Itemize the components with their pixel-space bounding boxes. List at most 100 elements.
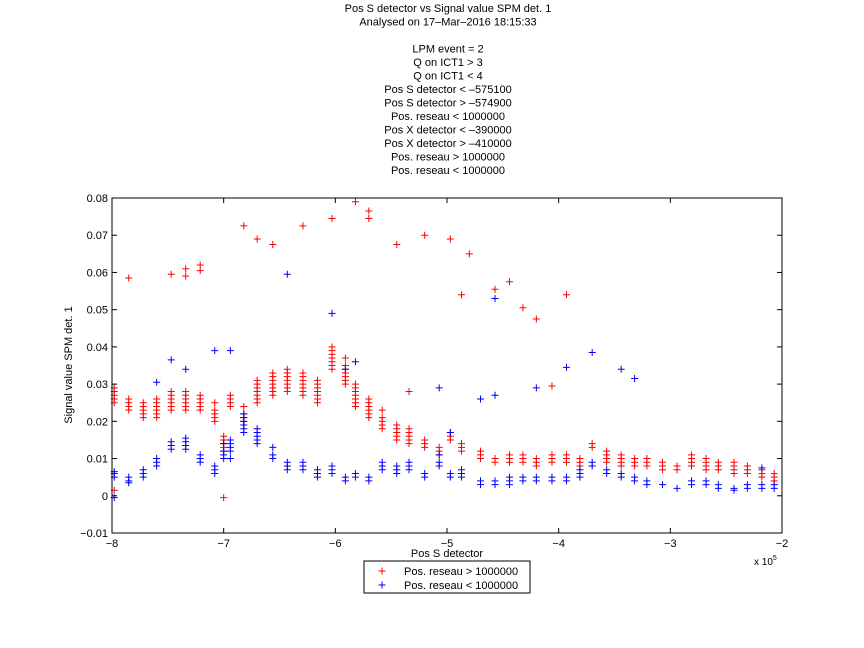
data-point bbox=[328, 469, 336, 477]
data-point bbox=[393, 469, 401, 477]
data-point bbox=[196, 458, 204, 466]
data-point bbox=[477, 455, 484, 463]
title-line: Pos S detector vs Signal value SPM det. … bbox=[345, 3, 552, 15]
x-tick-label: −2 bbox=[776, 538, 789, 550]
data-point bbox=[506, 278, 514, 286]
data-point bbox=[477, 481, 484, 489]
title-line: Pos. reseau < 1000000 bbox=[391, 111, 505, 123]
data-point bbox=[730, 469, 738, 477]
data-point bbox=[458, 291, 466, 299]
data-point bbox=[269, 241, 277, 249]
data-point bbox=[770, 484, 778, 492]
data-point bbox=[125, 274, 133, 282]
data-point bbox=[631, 375, 639, 383]
data-point bbox=[446, 473, 454, 481]
x-tick-label: −6 bbox=[329, 538, 342, 550]
y-tick-label: 0.08 bbox=[87, 193, 108, 205]
data-point bbox=[269, 455, 277, 463]
data-point bbox=[351, 473, 359, 481]
data-point bbox=[506, 458, 514, 466]
data-point bbox=[167, 406, 175, 414]
data-point bbox=[211, 469, 219, 477]
title-line: LPM event = 2 bbox=[412, 44, 483, 56]
data-point bbox=[153, 462, 161, 470]
data-point bbox=[226, 402, 234, 410]
data-point bbox=[743, 484, 751, 492]
data-point bbox=[659, 481, 667, 489]
data-point bbox=[240, 222, 248, 230]
chart-title: Pos S detector vs Signal value SPM det. … bbox=[345, 3, 552, 177]
title-line: Q on ICT1 < 4 bbox=[413, 71, 482, 83]
title-line: Pos S detector < –575100 bbox=[384, 84, 512, 96]
y-tick-label: 0.02 bbox=[87, 416, 108, 428]
data-point bbox=[446, 429, 454, 436]
data-point bbox=[603, 458, 611, 466]
data-point bbox=[491, 295, 499, 302]
data-point bbox=[491, 481, 499, 489]
data-point bbox=[351, 358, 359, 366]
data-point bbox=[758, 464, 766, 472]
scatter-marks bbox=[110, 198, 778, 502]
data-point bbox=[617, 473, 625, 481]
data-point bbox=[220, 494, 228, 502]
data-point bbox=[548, 382, 556, 390]
data-point bbox=[139, 414, 147, 422]
data-point bbox=[532, 462, 540, 470]
data-point bbox=[519, 458, 527, 466]
data-point bbox=[283, 466, 291, 474]
y-tick-label: −0.01 bbox=[80, 528, 108, 540]
title-line: Pos S detector > –574900 bbox=[384, 98, 512, 110]
data-point bbox=[458, 447, 466, 455]
data-point bbox=[378, 425, 386, 433]
data-point bbox=[341, 354, 349, 362]
data-point bbox=[491, 458, 499, 466]
x-axis-label: Pos S detector bbox=[411, 548, 483, 560]
legend-label: Pos. reseau < 1000000 bbox=[404, 580, 518, 592]
x-tick-label: −7 bbox=[217, 538, 230, 550]
y-tick-label: 0.05 bbox=[87, 305, 108, 317]
legend-marker bbox=[378, 581, 386, 589]
data-point bbox=[365, 477, 373, 485]
data-point bbox=[465, 250, 473, 258]
x-axis-multiplier: x 105 bbox=[754, 555, 777, 568]
data-point bbox=[328, 365, 336, 373]
data-point bbox=[562, 458, 570, 466]
data-point bbox=[421, 443, 429, 451]
data-point bbox=[283, 388, 291, 396]
legend-marker bbox=[378, 567, 386, 575]
data-point bbox=[283, 270, 291, 278]
series-1 bbox=[110, 270, 778, 502]
title-line: Q on ICT1 > 3 bbox=[413, 57, 482, 69]
data-point bbox=[341, 477, 349, 485]
data-point bbox=[182, 406, 190, 414]
data-point bbox=[405, 466, 413, 474]
data-point bbox=[226, 455, 234, 463]
data-point bbox=[182, 445, 190, 453]
data-point bbox=[743, 469, 751, 477]
x-tick-label: −4 bbox=[552, 538, 565, 550]
data-point bbox=[211, 347, 219, 355]
data-point bbox=[421, 473, 429, 481]
y-axis-label: Signal value SPM det. 1 bbox=[63, 306, 75, 423]
data-point bbox=[211, 399, 219, 407]
data-point bbox=[519, 304, 527, 312]
data-point bbox=[532, 384, 540, 392]
data-point bbox=[226, 347, 234, 355]
legend-box bbox=[363, 560, 531, 594]
series-0 bbox=[110, 198, 778, 502]
data-point bbox=[617, 462, 625, 470]
data-point bbox=[714, 466, 722, 474]
data-point bbox=[378, 406, 386, 414]
data-point bbox=[299, 222, 307, 230]
data-point bbox=[603, 469, 611, 477]
y-tick-label: 0.06 bbox=[87, 267, 108, 279]
data-point bbox=[196, 406, 204, 414]
x-tick-label: −3 bbox=[664, 538, 677, 550]
title-line: Pos. reseau > 1000000 bbox=[391, 152, 505, 164]
y-tick-label: 0.01 bbox=[87, 454, 108, 466]
data-point bbox=[153, 378, 161, 386]
data-point bbox=[351, 402, 359, 410]
data-point bbox=[167, 356, 175, 364]
data-point bbox=[588, 443, 596, 451]
data-point bbox=[446, 235, 454, 243]
